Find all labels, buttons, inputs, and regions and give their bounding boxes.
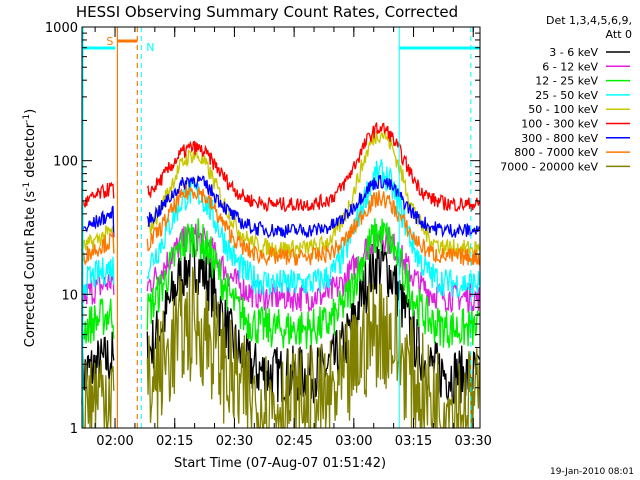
- legend-label-3: 12 - 25 keV: [535, 75, 598, 88]
- series-line-3: [81, 218, 480, 350]
- x-tick-label-6: 03:15: [395, 434, 432, 449]
- x-tick-label-4: 02:45: [275, 434, 312, 449]
- timestamp: 19-Jan-2010 08:01: [550, 467, 634, 477]
- series-line-8: [81, 184, 480, 267]
- series-line-6: [81, 122, 480, 213]
- x-tick-label-1: 02:00: [96, 434, 133, 449]
- y-axis-label-part-1: Corrected Count Rate (s: [23, 191, 38, 348]
- series-line-9: [81, 266, 480, 429]
- legend-label-4: 25 - 50 keV: [535, 89, 598, 102]
- series-line-1: [81, 236, 480, 405]
- saa-label: S: [106, 35, 113, 48]
- legend-label-9: 7000 - 20000 keV: [500, 160, 598, 173]
- legend-header-line-2: Att 0: [606, 28, 632, 41]
- y-tick-label-1: 1: [70, 422, 78, 437]
- legend-label-7: 300 - 800 keV: [521, 132, 598, 145]
- legend-header-line-1: Det 1,3,4,5,6,9,: [546, 14, 632, 27]
- legend-label-2: 6 - 12 keV: [542, 60, 598, 73]
- y-axis-label-sup-1: -1: [22, 182, 32, 191]
- legend-label-5: 50 - 100 keV: [528, 103, 598, 116]
- legend-label-8: 800 - 7000 keV: [514, 146, 598, 159]
- y-axis-label-sup-2: -1: [22, 114, 32, 123]
- plot-frame: [81, 26, 481, 429]
- y-axis-label-part-3: ): [23, 109, 38, 114]
- x-tick-label-5: 03:00: [335, 434, 372, 449]
- x-tick-label-7: 03:30: [454, 434, 491, 449]
- series-line-7: [81, 174, 480, 239]
- chart-title: HESSI Observing Summary Count Rates, Cor…: [76, 3, 458, 21]
- legend-label-6: 100 - 300 keV: [521, 118, 598, 131]
- axes: 1 10 100 1000 02:00 02:15 02:30 02:45 03:00 03:15…: [45, 21, 492, 449]
- x-tick-label-2: 02:15: [156, 434, 193, 449]
- x-axis-label: Start Time (07-Aug-07 01:51:42): [174, 456, 386, 471]
- y-axis-label-part-2: detector: [23, 122, 38, 182]
- x-tick-label-3: 02:30: [216, 434, 253, 449]
- legend-label-1: 3 - 6 keV: [549, 46, 598, 59]
- y-tick-label-2: 10: [61, 288, 78, 303]
- y-tick-label-4: 1000: [45, 21, 78, 36]
- night-label: N: [146, 41, 154, 54]
- y-tick-label-3: 100: [53, 155, 78, 170]
- y-axis-label: Corrected Count Rate (s-1 detector-1): [22, 109, 38, 347]
